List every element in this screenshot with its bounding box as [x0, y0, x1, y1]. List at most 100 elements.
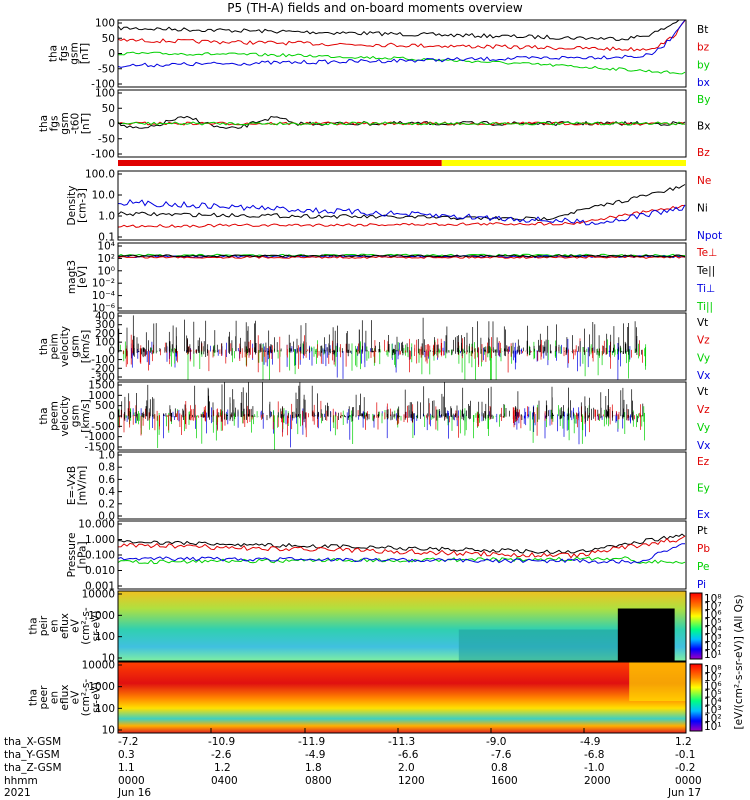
legend-Pi: Pi [697, 579, 706, 591]
y-tick-label: 100 [95, 703, 115, 715]
colorbar-tick: 10⁸ [704, 664, 722, 676]
colorbar-tick: 10³ [704, 633, 722, 645]
series-Pt [117, 533, 686, 554]
panel-peer: 10000 1000 100 10 thapeerenefluxeV(cm²-s-sr-… [28, 660, 687, 737]
colorbar-peer [689, 663, 703, 732]
y-tick-label: 10.0 [92, 190, 115, 202]
y-axis-label-line: velocity [59, 326, 71, 367]
y-axis-label-line: Density [66, 186, 78, 226]
xrow-date: 2021 Jun 16 Jun 17 [0, 787, 750, 800]
series-Ni [117, 184, 686, 222]
colorbar-tick: 10¹ [704, 721, 722, 733]
y-axis-label-line: en [49, 619, 61, 632]
xrow-x-gsm: tha_X-GSM -7.2 -10.9 -11.9 -11.3 -9.0 -4… [0, 736, 750, 749]
xrow-z-gsm: tha_Z-GSM 1.1 1.2 1.8 2.0 0.8 -1.0 -0.2 [0, 762, 750, 775]
panel-frame [117, 170, 687, 241]
y-axis-label-line: peem [49, 401, 61, 431]
y-tick-label: 0.001 [85, 581, 115, 593]
x-tick: -6.6 [398, 749, 419, 761]
panel-efield: 1.00.80.60.40.20.0 E=-VxB[mV/m] Ez Ey Ex [66, 450, 710, 523]
series-Ne [117, 204, 686, 228]
y-axis-label-line: peim [49, 333, 61, 359]
x-tick: -1.0 [584, 762, 605, 774]
y-axis-label-line: sr-eV) [91, 682, 103, 713]
series-Vt [118, 382, 644, 423]
y-tick-label: 1.0 [98, 450, 115, 462]
x-tick: -7.6 [491, 749, 512, 761]
legend-Ez: Ez [697, 456, 710, 468]
series-Pe [117, 556, 686, 565]
series-Bt [117, 19, 685, 41]
legend-By: By [697, 94, 710, 106]
x-tick: Jun 16 [118, 787, 152, 799]
xrow-label: 2021 [4, 787, 31, 799]
x-tick: 0800 [305, 775, 332, 787]
x-tick: 2000 [584, 775, 611, 787]
x-tick: 1200 [398, 775, 425, 787]
series-Vy [118, 404, 645, 450]
legend-Bt: Bt [697, 24, 708, 36]
colorbar-tick: 10⁸ [704, 593, 722, 605]
y-tick-label: 10⁻² [92, 278, 115, 290]
peer-late-region [629, 662, 686, 702]
panel-peir: 10000 1000 100 10 thapeirenefluxeV(cm²-s-sr-… [28, 589, 687, 665]
y-axis-label-line: velocity [59, 395, 71, 436]
legend-Ni: Ni [697, 203, 708, 215]
panel-frame [117, 312, 687, 381]
colorbar-tick: 10¹ [704, 649, 722, 661]
legend-Vx: Vx [697, 370, 710, 382]
colorbar-tick: 10⁷ [704, 672, 722, 684]
legend-Pe: Pe [697, 561, 709, 573]
y-axis-label-line: sr-eV) [91, 611, 103, 642]
colorbar-tick: 10² [704, 713, 722, 725]
xrow-label: tha_Z-GSM [4, 762, 62, 774]
colorbar-tick: 10⁵ [704, 617, 722, 629]
y-tick-label: 200 [95, 328, 115, 340]
series-bx [117, 19, 686, 68]
y-axis-label-line: [nT] [79, 43, 91, 64]
x-tick: 1.8 [305, 762, 322, 774]
y-tick-label: 0 [108, 345, 115, 357]
legend-Vx: Vx [697, 440, 710, 452]
x-tick: 0000 [675, 775, 702, 787]
y-axis-label-line: fgs [49, 116, 61, 132]
x-tick: 0000 [118, 775, 145, 787]
x-tick: -2.6 [211, 749, 232, 761]
y-tick-label: 10 [102, 725, 115, 737]
x-tick: 1.2 [214, 762, 231, 774]
y-tick-label: 10.000 [78, 519, 115, 531]
xrow-y-gsm: tha_Y-GSM 0.3 -2.6 -4.9 -6.6 -7.6 -6.8 -… [0, 749, 750, 762]
x-tick: -11.3 [388, 736, 416, 748]
y-axis-label-line: eflux [59, 685, 71, 711]
legend-Vz: Vz [697, 335, 710, 347]
y-tick-label: 10 [102, 653, 115, 665]
y-tick-label: 0 [108, 118, 115, 130]
series-Vt [118, 315, 643, 358]
y-tick-label: -100 [91, 354, 115, 366]
y-axis-label-line: [nT] [80, 113, 92, 134]
legend-Ti||: Ti|| [696, 301, 713, 313]
legend-bx: bx [697, 77, 710, 89]
xrow-hhmm: hhmm 0000 0400 0800 1200 1600 2000 0000 [0, 775, 750, 788]
legend-by: by [697, 59, 710, 71]
legend-Vy: Vy [697, 352, 710, 364]
legend-bz: bz [697, 42, 710, 54]
panel-pressure: 10.000 1.000 0.100 0.010 0.001 Pressure[nPa] P… [66, 519, 711, 593]
x-tick: -4.9 [580, 736, 601, 748]
legend-Pt: Pt [697, 525, 707, 537]
x-tick: 1.1 [118, 762, 135, 774]
colorbar-tick: 10⁶ [704, 609, 722, 621]
y-tick-label: 10000 [82, 589, 115, 601]
y-tick-label: 0.0 [98, 511, 115, 523]
y-axis-label-line: tha [38, 115, 50, 132]
y-tick-label: 1000 [88, 610, 115, 622]
peir-dark-region [617, 608, 675, 661]
x-tick: -7.2 [118, 736, 139, 748]
series-Vz [117, 400, 641, 438]
y-tick-label: 100 [95, 88, 115, 100]
y-axis-label-line: [km/s] [80, 330, 92, 364]
y-tick-label: -1000 [84, 431, 115, 443]
x-tick: 0400 [211, 775, 238, 787]
y-tick-label: 0 [108, 48, 115, 60]
